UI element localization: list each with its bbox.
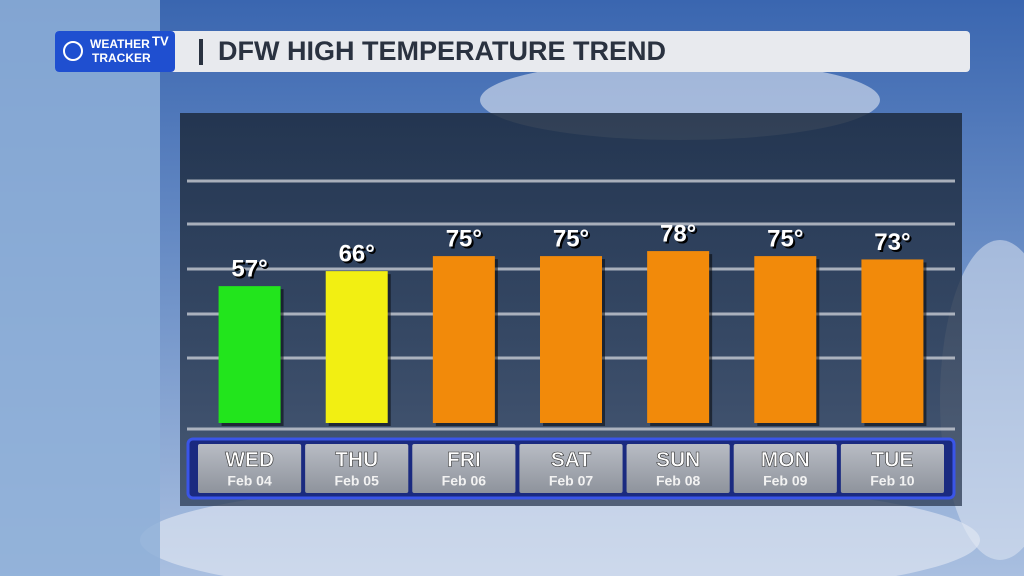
title-divider <box>199 39 203 65</box>
bar <box>540 256 602 423</box>
value-label: 57° <box>231 255 267 282</box>
x-tick-label: TUE <box>871 449 913 472</box>
date-label: Feb 08 <box>656 473 701 489</box>
bar <box>861 259 924 423</box>
date-label: Feb 07 <box>549 473 594 489</box>
bar <box>754 256 817 423</box>
day-cell <box>305 444 409 493</box>
day-cell <box>840 444 944 493</box>
value-label-shadow: 75° <box>555 227 591 254</box>
x-tick-label: SUN <box>656 449 700 472</box>
value-label: 75° <box>553 225 589 252</box>
value-label-shadow: 75° <box>448 227 484 254</box>
value-label-shadow: 73° <box>876 231 912 258</box>
value-label: 73° <box>874 229 910 256</box>
x-tick-label: THU <box>335 449 378 472</box>
bar <box>218 286 281 423</box>
side-panel <box>0 0 160 576</box>
day-cell <box>412 444 516 493</box>
logo-badge: TV <box>152 33 169 48</box>
title-bar <box>55 31 970 72</box>
logo-text: WEATHER <box>90 37 150 51</box>
x-tick-label: MON <box>761 449 810 472</box>
logo <box>55 31 175 72</box>
value-label: 75° <box>446 225 482 252</box>
value-label: 75° <box>767 225 803 252</box>
chart-title: DFW HIGH TEMPERATURE TREND <box>218 36 666 66</box>
bar <box>325 271 388 423</box>
bar <box>647 251 710 423</box>
date-label: Feb 04 <box>227 473 272 489</box>
value-label-shadow: 78° <box>662 222 698 249</box>
date-label: Feb 05 <box>335 473 380 489</box>
day-cell <box>519 444 623 493</box>
value-label: 78° <box>660 220 696 247</box>
x-tick-label: WED <box>225 449 274 472</box>
value-label-shadow: 57° <box>233 257 269 284</box>
x-tick-label: SAT <box>551 449 592 472</box>
logo-icon <box>63 41 83 61</box>
value-label-shadow: 75° <box>769 227 805 254</box>
value-label: 66° <box>339 240 375 267</box>
day-cell <box>733 444 837 493</box>
date-label: Feb 10 <box>870 473 915 489</box>
day-cell <box>198 444 302 493</box>
bar <box>432 256 495 423</box>
logo-text: TRACKER <box>92 51 151 65</box>
day-cell <box>626 444 730 493</box>
date-label: Feb 09 <box>763 473 808 489</box>
x-tick-label: FRI <box>447 449 481 472</box>
date-label: Feb 06 <box>442 473 487 489</box>
value-label-shadow: 66° <box>341 242 377 269</box>
